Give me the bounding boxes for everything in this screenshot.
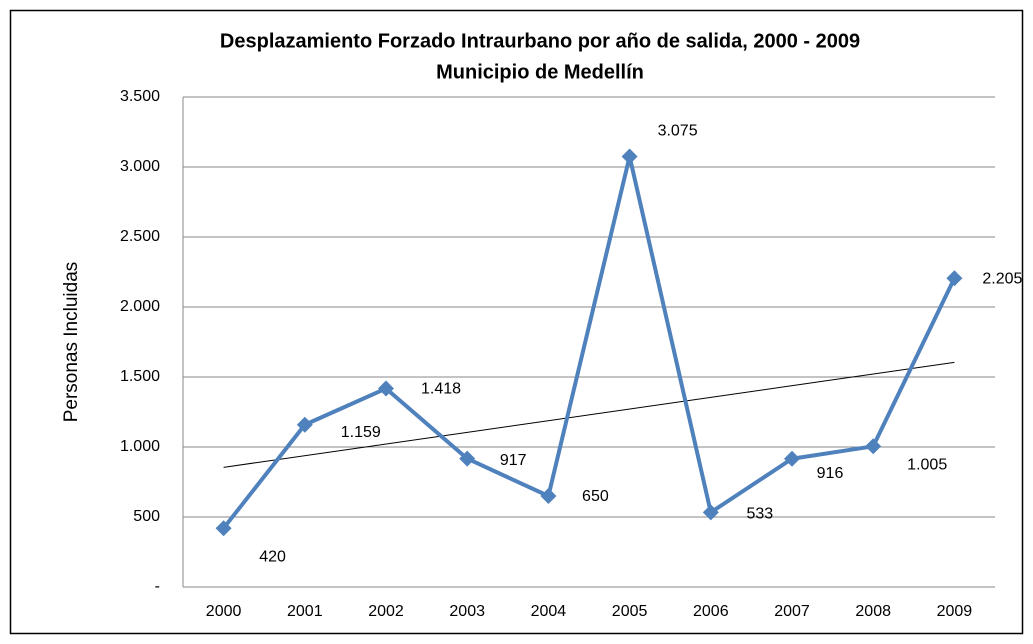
data-label: 1.418 [421,381,461,398]
x-tick-label: 2001 [287,603,323,620]
data-label: 420 [259,548,286,565]
data-marker [702,504,719,521]
x-tick-label: 2005 [612,603,648,620]
data-marker [296,416,313,433]
data-marker [784,450,800,467]
x-tick-label: 2006 [693,603,729,620]
data-marker [215,520,232,537]
y-tick-label: 1.500 [120,368,160,385]
chart-title: Desplazamiento Forzado Intraurbano por a… [220,30,860,52]
data-line [222,154,957,530]
data-label: 916 [817,465,844,482]
data-label: 1.159 [341,424,381,441]
data-label: 533 [746,506,773,523]
x-tick-label: 2004 [531,603,567,620]
y-tick-label: 2.000 [120,298,160,315]
chart-subtitle: Municipio de Medellín [436,61,644,83]
trend-line [223,361,955,468]
x-tick-label: 2009 [937,603,973,620]
x-tick-label: 2003 [449,603,485,620]
x-tick-label: 2008 [855,603,891,620]
y-tick-label: 3.500 [120,88,160,105]
y-tick-label: 1.000 [120,438,160,455]
data-label: 2.205 [982,271,1022,288]
data-marker [865,438,882,455]
y-tick-label: 500 [133,508,160,525]
data-marker [621,148,638,165]
x-tick-label: 2000 [206,603,242,620]
data-marker [459,450,476,467]
y-axis-label: Personas Incluidas [61,262,82,423]
data-label: 917 [500,452,527,469]
data-label: 3.075 [658,123,698,140]
x-tick-label: 2002 [368,603,404,620]
x-tick-label: 2007 [774,603,810,620]
y-tick-label: 3.000 [120,158,160,175]
y-tick-label: - [155,578,160,595]
data-marker [540,488,557,504]
chart-border [9,9,1024,635]
data-marker [946,270,963,287]
y-tick-label: 2.500 [120,228,160,245]
data-marker [378,380,394,397]
data-label: 650 [582,488,609,505]
data-label: 1.005 [907,457,947,474]
